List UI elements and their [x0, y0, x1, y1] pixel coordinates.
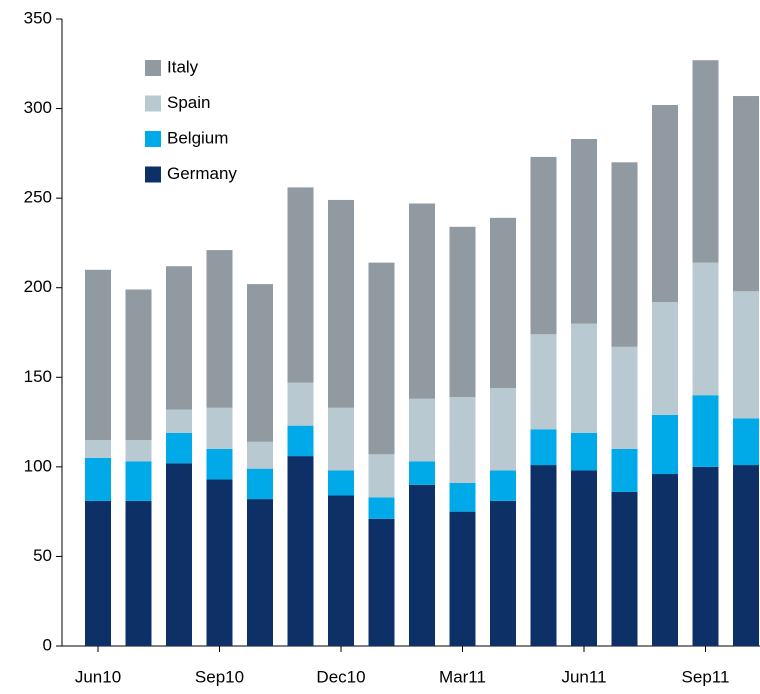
- bar-segment: [166, 266, 192, 410]
- x-tick-label: Jun11: [561, 667, 606, 686]
- bar-segment: [692, 262, 719, 396]
- y-tick-label: 300: [24, 98, 52, 117]
- x-tick-label: Dec10: [316, 667, 365, 686]
- bar-segment: [125, 500, 152, 646]
- legend-label: Germany: [167, 164, 237, 183]
- bar-segment: [409, 484, 435, 646]
- bar-segment: [490, 217, 516, 389]
- bar-segment: [287, 456, 314, 646]
- bar-segment: [652, 302, 678, 415]
- bar-segment: [247, 468, 273, 500]
- legend-label: Belgium: [167, 128, 228, 147]
- bar-segment: [206, 407, 233, 449]
- bar-segment: [611, 162, 638, 347]
- bar-segment: [85, 269, 111, 440]
- bar-segment: [652, 104, 678, 303]
- legend-label: Italy: [167, 57, 199, 76]
- bar-segment: [328, 407, 354, 471]
- bar-segment: [692, 395, 719, 467]
- legend-label: Spain: [167, 93, 210, 112]
- bar-segment: [692, 466, 719, 646]
- y-tick-label: 100: [24, 456, 52, 475]
- bar-segment: [733, 418, 759, 466]
- bar-segment: [733, 96, 759, 292]
- y-tick-label: 0: [43, 635, 52, 654]
- bar-segment: [328, 470, 354, 496]
- bar-segment: [449, 511, 476, 646]
- bar-segment: [85, 439, 111, 458]
- y-tick-label: 350: [24, 8, 52, 27]
- bar-segment: [449, 396, 476, 483]
- y-tick-label: 150: [24, 367, 52, 386]
- bar-segment: [247, 284, 273, 442]
- bar-segment: [490, 470, 516, 501]
- bar-segment: [206, 250, 233, 408]
- bar-segment: [530, 156, 557, 335]
- bar-segment: [166, 432, 192, 464]
- bar-segment: [85, 500, 111, 646]
- x-tick-label: Jun10: [75, 667, 121, 686]
- bar-segment: [368, 454, 395, 498]
- bar-segment: [692, 60, 719, 263]
- bar-segment: [652, 474, 678, 646]
- bar-segment: [125, 289, 152, 440]
- bar-segment: [449, 482, 476, 512]
- y-tick-label: 50: [33, 546, 52, 565]
- bar-segment: [166, 463, 192, 646]
- bar-segment: [368, 518, 395, 646]
- bar-segment: [206, 448, 233, 480]
- bar-segment: [733, 291, 759, 419]
- bar-segment: [611, 491, 638, 646]
- bar-segment: [125, 439, 152, 462]
- bar-segment: [449, 226, 476, 397]
- bar-segment: [287, 187, 314, 383]
- x-tick-label: Mar11: [439, 667, 486, 686]
- y-tick-label: 200: [24, 277, 52, 296]
- legend-swatch: [145, 166, 161, 183]
- bar-segment: [611, 448, 638, 492]
- bar-segment: [571, 432, 597, 471]
- bar-segment: [409, 203, 435, 399]
- bar-segment: [368, 262, 395, 455]
- bar-segment: [287, 425, 314, 457]
- bar-segment: [611, 346, 638, 449]
- legend-swatch: [145, 95, 161, 112]
- bar-segment: [571, 470, 597, 646]
- bar-segment: [368, 497, 395, 519]
- bar-segment: [409, 461, 435, 485]
- x-tick-label: Sep11: [682, 667, 730, 686]
- bar-segment: [652, 414, 678, 475]
- bar-segment: [206, 479, 233, 646]
- bar-segment: [166, 409, 192, 433]
- bar-segment: [85, 457, 111, 501]
- bar-segment: [530, 334, 557, 430]
- bar-segment: [328, 199, 354, 408]
- bar-segment: [328, 495, 354, 646]
- x-tick-label: Sep10: [195, 667, 244, 686]
- bar-segment: [733, 465, 759, 646]
- legend-swatch: [145, 60, 161, 76]
- bar-segment: [409, 398, 435, 462]
- bar-segment: [490, 500, 516, 646]
- bar-segment: [490, 388, 516, 471]
- legend-swatch: [145, 131, 161, 147]
- bar-segment: [571, 323, 597, 433]
- bar-segment: [530, 465, 557, 646]
- bar-segment: [571, 139, 597, 324]
- bar-segment: [125, 461, 152, 501]
- bar-segment: [247, 499, 273, 646]
- bar-segment: [247, 441, 273, 469]
- y-tick-label: 250: [24, 188, 52, 207]
- bar-segment: [530, 429, 557, 466]
- bar-segment: [287, 382, 314, 426]
